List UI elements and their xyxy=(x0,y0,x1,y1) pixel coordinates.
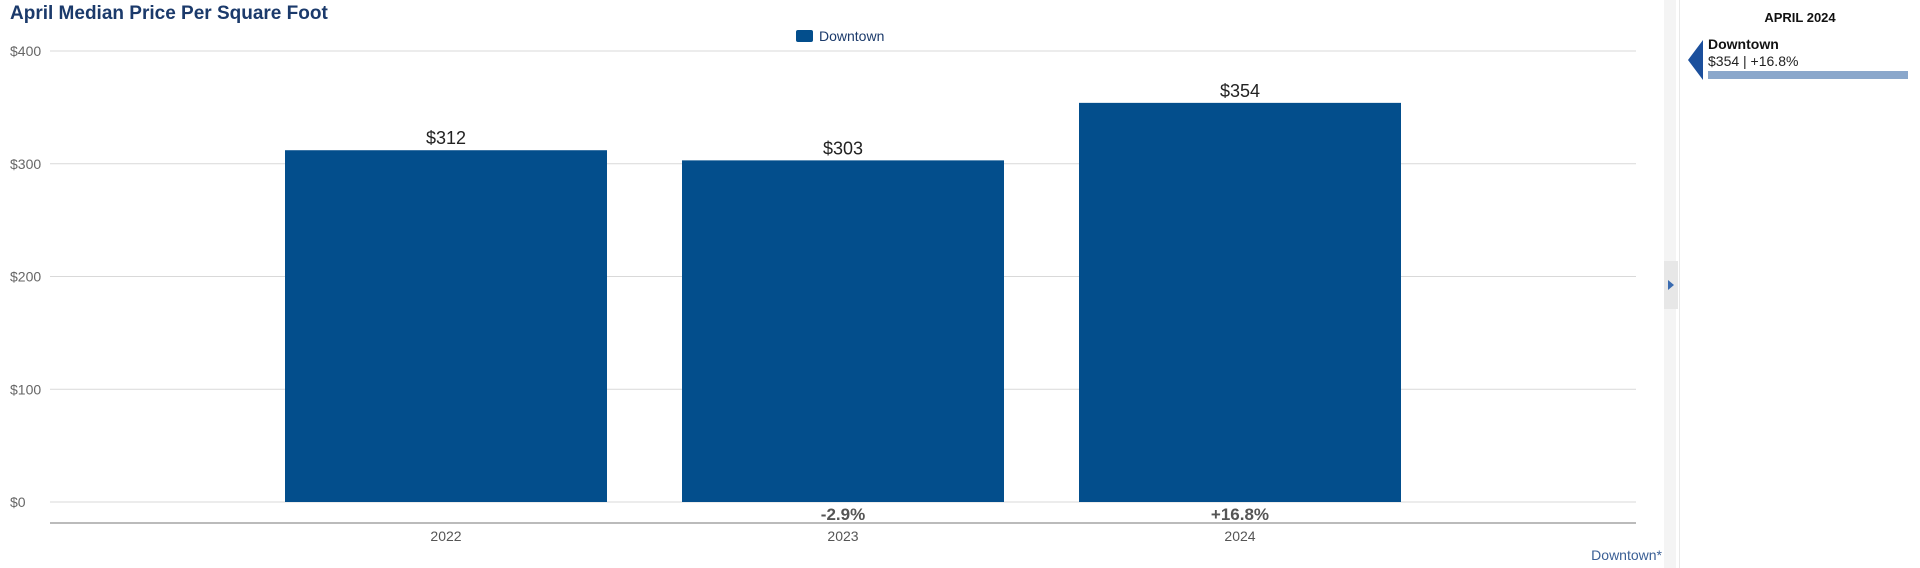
legend[interactable]: Downtown xyxy=(796,28,884,44)
y-tick-label: $400 xyxy=(10,43,41,59)
y-tick-label: $200 xyxy=(10,269,41,285)
source-link[interactable]: Downtown* xyxy=(1591,547,1662,563)
detail-series-stats: $354 | +16.8% xyxy=(1708,53,1799,69)
bar-chart: $0 $100 $200 $300 $400 $312 2022 $303 -2.9% 2023 $… xyxy=(10,43,1636,544)
bar xyxy=(285,150,607,502)
chart-title: April Median Price Per Square Foot xyxy=(10,3,328,24)
bar xyxy=(1079,102,1401,503)
y-tick-label: $0 xyxy=(10,494,26,510)
bar xyxy=(682,160,1004,502)
legend-swatch xyxy=(796,30,813,42)
x-tick-label: 2024 xyxy=(1224,528,1255,544)
detail-bar-track xyxy=(1708,71,1908,79)
legend-label: Downtown xyxy=(819,28,885,44)
bar-value-label: $312 xyxy=(426,128,466,148)
bar-value-label: $354 xyxy=(1220,81,1260,101)
change-label: -2.9% xyxy=(821,505,865,524)
x-tick-label: 2023 xyxy=(827,528,858,544)
y-tick-label: $300 xyxy=(10,156,41,172)
detail-bar xyxy=(1708,71,1908,79)
change-label: +16.8% xyxy=(1211,505,1269,524)
panel-border xyxy=(1679,0,1680,568)
collapse-panel-button[interactable] xyxy=(1664,261,1678,309)
x-tick-label: 2022 xyxy=(430,528,461,544)
caret-right-icon xyxy=(1668,280,1674,290)
detail-series-name[interactable]: Downtown xyxy=(1708,36,1779,52)
y-tick-label: $100 xyxy=(10,381,41,397)
bar-value-label: $303 xyxy=(823,138,863,158)
detail-panel: APRIL 2024 Downtown $354 | +16.8% xyxy=(1680,0,1920,568)
selected-pointer-icon xyxy=(1688,40,1703,80)
detail-panel-header: APRIL 2024 xyxy=(1764,10,1836,25)
